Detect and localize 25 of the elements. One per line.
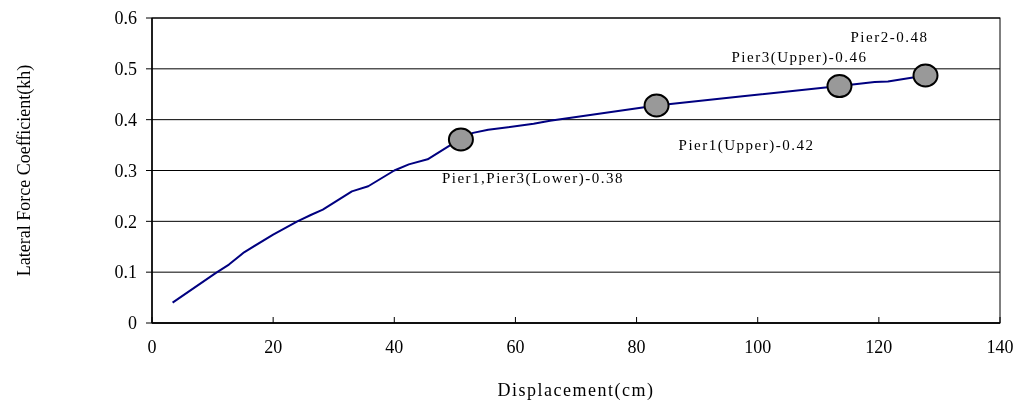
x-tick-label: 0 — [147, 337, 157, 357]
annotation: Pier1,Pier3(Lower)-0.38 — [441, 170, 624, 188]
x-tick-label: 140 — [986, 337, 1013, 357]
x-tick-label: 120 — [865, 337, 893, 357]
annotation: Pier1(Upper)-0.42 — [678, 137, 815, 155]
point — [643, 93, 670, 118]
annotation: Pier3(Upper)-0.46 — [731, 49, 868, 67]
x-tick-label: 100 — [744, 337, 772, 357]
y-tick-label: 0.4 — [114, 109, 137, 130]
x-tick-label: 40 — [385, 337, 404, 357]
y-tick-label: 0.6 — [114, 8, 137, 29]
point — [826, 74, 853, 99]
x-tick-label: 80 — [627, 337, 646, 357]
y-tick-label: 0.1 — [114, 262, 137, 283]
point — [912, 63, 939, 88]
y-axis-title: Lateral Force Coefficient(kh) — [14, 64, 35, 277]
y-tick-label: 0.2 — [114, 211, 137, 232]
x-tick-label: 60 — [506, 337, 525, 357]
point — [447, 127, 474, 152]
x-tick-label: 20 — [264, 337, 283, 357]
annotation: Pier2-0.48 — [850, 29, 929, 46]
x-axis-title: Displacement(cm) — [497, 380, 655, 401]
y-tick-label: 0.5 — [114, 59, 137, 80]
y-tick-label: 0 — [128, 313, 137, 334]
y-tick-label: 0.3 — [114, 160, 137, 181]
